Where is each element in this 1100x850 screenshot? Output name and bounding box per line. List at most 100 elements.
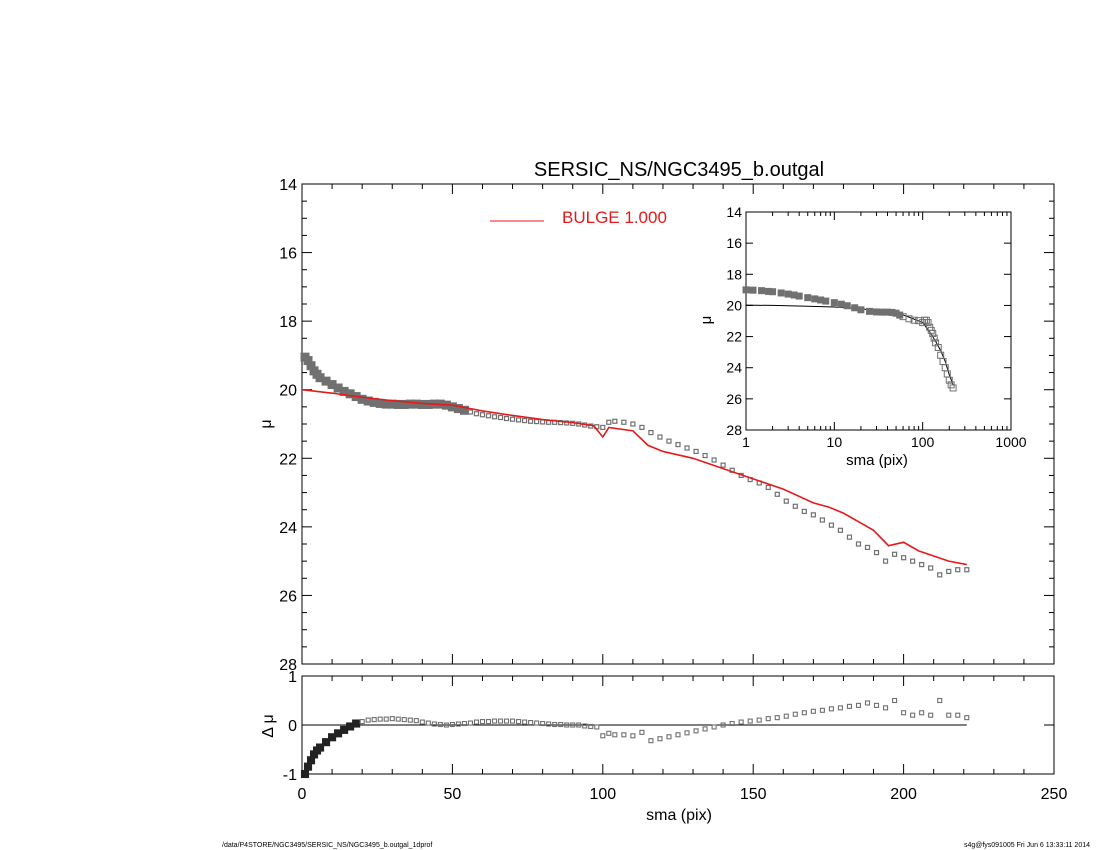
residual-point xyxy=(455,721,461,727)
residual-point xyxy=(729,720,735,727)
residual-point xyxy=(449,721,455,728)
residual-point xyxy=(431,721,437,727)
residual-point xyxy=(383,716,389,722)
x-tick-label: 100 xyxy=(589,786,616,803)
data-point xyxy=(910,558,916,564)
data-point xyxy=(521,417,528,424)
residual-point xyxy=(873,702,880,708)
inset-data-point xyxy=(865,307,873,315)
residual-point xyxy=(675,732,681,738)
residual-point xyxy=(522,719,528,725)
data-point xyxy=(534,419,540,425)
x-tick-label: 100 xyxy=(911,434,935,450)
data-point xyxy=(955,567,961,573)
inset-data-point xyxy=(905,315,913,323)
y-tick-label: 28 xyxy=(279,657,297,674)
residual-point xyxy=(300,769,310,779)
inset-data-point xyxy=(910,316,918,324)
residual-point xyxy=(666,734,672,740)
residual-point xyxy=(630,733,636,739)
x-tick-label: 1000 xyxy=(995,434,1026,450)
y-tick-label: 16 xyxy=(279,246,297,263)
residual-point xyxy=(546,721,552,727)
residual-point xyxy=(516,719,522,725)
residual-point xyxy=(473,719,480,725)
y-tick-label: 18 xyxy=(726,266,742,282)
data-point xyxy=(792,503,798,509)
x-tick-label: 250 xyxy=(1041,786,1068,803)
inset-data-point xyxy=(758,287,766,295)
residual-point xyxy=(377,716,383,722)
data-point xyxy=(491,414,498,420)
inset-data-point xyxy=(922,316,930,324)
inset-background xyxy=(746,212,1011,430)
residual-point xyxy=(437,721,443,728)
data-point xyxy=(648,429,654,436)
data-point xyxy=(837,527,844,533)
inset-data-point xyxy=(822,297,830,305)
inset-x-axis-label: sma (pix) xyxy=(846,452,908,469)
residual-point xyxy=(419,719,425,725)
y-tick-label: -1 xyxy=(283,767,297,784)
data-point xyxy=(606,419,612,425)
data-point xyxy=(900,555,907,561)
residual-point xyxy=(558,721,564,728)
data-point xyxy=(473,411,480,417)
y-tick-label: 24 xyxy=(726,360,742,376)
residual-point xyxy=(582,723,588,729)
inset-data-point xyxy=(843,302,851,310)
inset-data-point xyxy=(851,304,859,312)
data-point xyxy=(467,409,474,415)
residual-point xyxy=(600,733,606,739)
y-tick-label: 26 xyxy=(726,391,742,407)
inset-data-point xyxy=(919,319,927,327)
residual-point xyxy=(365,717,371,723)
residual-point xyxy=(901,710,907,716)
inset-data-point xyxy=(830,299,838,307)
residual-point xyxy=(747,718,753,724)
residual-point xyxy=(801,710,807,716)
inset-data-point xyxy=(924,319,932,327)
data-point xyxy=(774,491,780,497)
residual-point xyxy=(928,712,934,718)
x-tick-label: 10 xyxy=(827,434,843,450)
data-point xyxy=(855,541,862,547)
residual-point xyxy=(371,717,377,723)
residual-point xyxy=(964,715,970,721)
footer-user-timestamp: s4g@fys091005 Fri Jun 6 13:33:11 2014 xyxy=(964,842,1090,849)
y-tick-label: 18 xyxy=(279,314,297,331)
residual-point xyxy=(919,710,925,716)
data-point xyxy=(621,419,627,425)
data-point xyxy=(828,522,835,528)
x-tick-label: 0 xyxy=(298,786,307,803)
inset-data-point xyxy=(804,294,812,302)
residual-point xyxy=(819,707,825,713)
y-tick-label: 14 xyxy=(279,177,297,194)
x-axis-label: sma (pix) xyxy=(646,807,712,824)
data-point xyxy=(693,448,699,455)
data-point xyxy=(964,567,970,573)
y-tick-label: 28 xyxy=(726,422,742,438)
residual-point xyxy=(774,715,780,721)
residual-point xyxy=(443,722,449,728)
data-point xyxy=(783,498,789,504)
inset-data-point xyxy=(945,376,953,384)
residual-point xyxy=(657,736,663,742)
data-point xyxy=(873,549,880,556)
x-tick-label: 1 xyxy=(742,434,750,450)
residual-point xyxy=(485,719,492,725)
legend-label: BULGE 1.000 xyxy=(562,208,667,227)
data-point xyxy=(675,441,681,448)
residual-point xyxy=(534,720,540,726)
x-tick-label: 150 xyxy=(740,786,767,803)
y-axis-label: Δ μ xyxy=(260,714,277,737)
y-tick-label: 16 xyxy=(726,235,742,251)
data-point xyxy=(891,551,898,557)
data-point xyxy=(711,457,717,463)
residual-point xyxy=(702,726,708,732)
data-point xyxy=(528,418,534,424)
data-point xyxy=(600,424,606,431)
residual-point xyxy=(322,738,331,747)
y-tick-label: 14 xyxy=(726,204,742,220)
data-point xyxy=(819,517,825,523)
